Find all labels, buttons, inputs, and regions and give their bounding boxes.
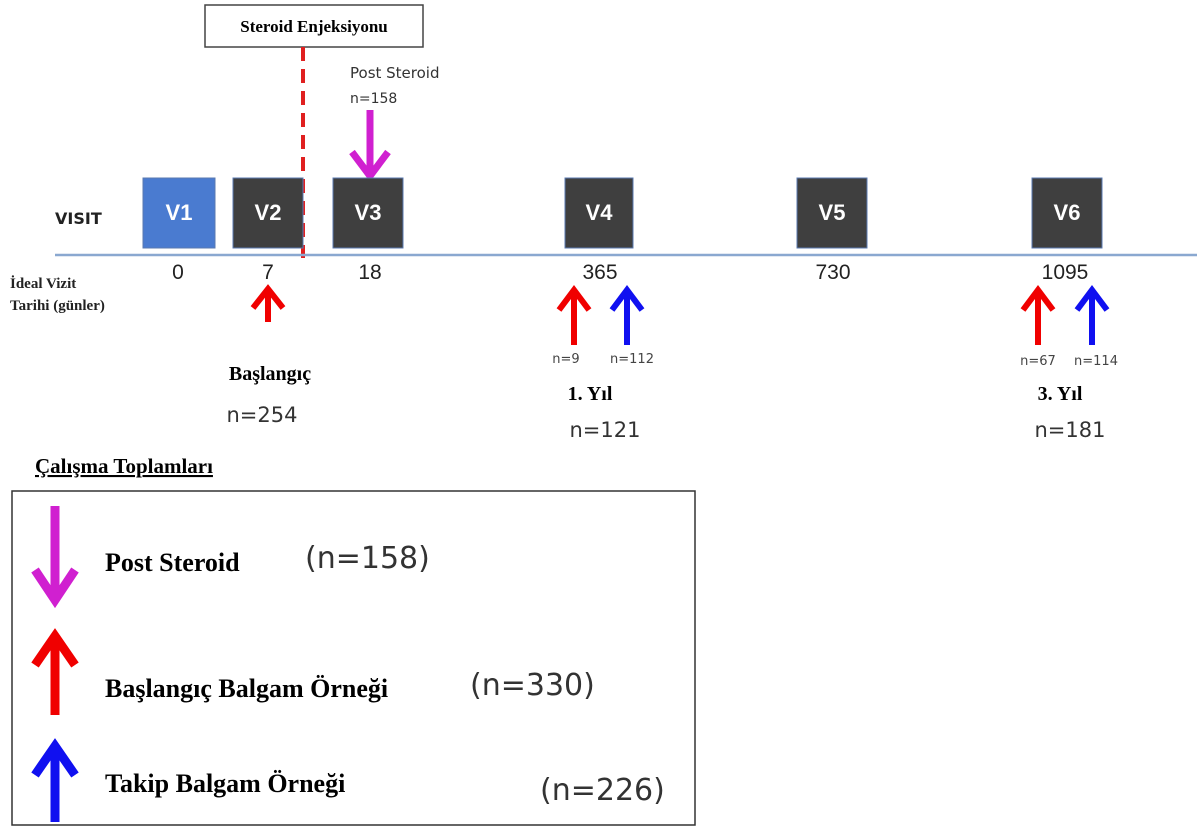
post-steroid-label: Post Steroid [350,64,440,82]
visit-day: 365 [582,261,617,284]
group-title: 3. Yıl [1038,383,1083,405]
day-axis-label: Tarihi (günler) [10,298,105,314]
visit-name: V5 [819,200,846,225]
visit-box [142,177,216,249]
visit-name: V4 [586,200,614,225]
legend-title: Çalışma Toplamları [35,454,213,478]
arrow-n: n=114 [1074,354,1118,369]
visit-name: V1 [166,200,193,225]
visit-day: 7 [262,261,274,284]
group-n: n=121 [570,418,641,442]
legend-n: (n=158) [305,541,430,576]
visit-day: 18 [358,261,381,284]
legend-label: Takip Balgam Örneği [105,769,345,798]
visit-box [232,177,304,249]
visit-name: V6 [1054,200,1081,225]
visit-day: 730 [815,261,850,284]
visit-box [564,177,634,249]
legend-box [11,490,696,826]
visit-name: V2 [255,200,282,225]
visit-day: 1095 [1042,261,1089,284]
visit-box [332,177,404,249]
post-steroid-n: n=158 [350,91,397,107]
visit-label: VISIT [55,209,102,228]
legend-n: (n=330) [470,668,595,703]
arrow-n: n=67 [1020,354,1056,369]
group-n: n=181 [1035,418,1106,442]
injection-box [204,4,424,48]
post-steroid-arrow [349,110,391,182]
day-axis-label: İdeal Vizit [10,275,76,292]
baseline-arrow [1020,285,1056,345]
arrow-n: n=112 [610,352,654,367]
legend-arrow-baseline [31,628,79,715]
legend-label: Başlangıç Balgam Örneği [105,674,388,703]
baseline-arrow [250,284,286,322]
group-title: 1. Yıl [568,383,613,405]
group-title: Başlangıç [229,363,311,385]
arrow-n: n=9 [552,352,579,367]
followup-arrow [609,285,645,345]
baseline-arrow [556,285,592,345]
legend-arrow-post [31,506,79,609]
legend-n: (n=226) [540,773,665,808]
visit-day: 0 [172,261,184,284]
visit-box [796,177,868,249]
group-n: n=254 [227,403,298,427]
visit-box [1031,177,1103,249]
visit-name: V3 [355,200,382,225]
followup-arrow [1074,285,1110,345]
injection-label: Steroid Enjeksiyonu [240,17,388,36]
legend-label: Post Steroid [105,548,240,577]
legend-arrow-followup [31,738,79,822]
